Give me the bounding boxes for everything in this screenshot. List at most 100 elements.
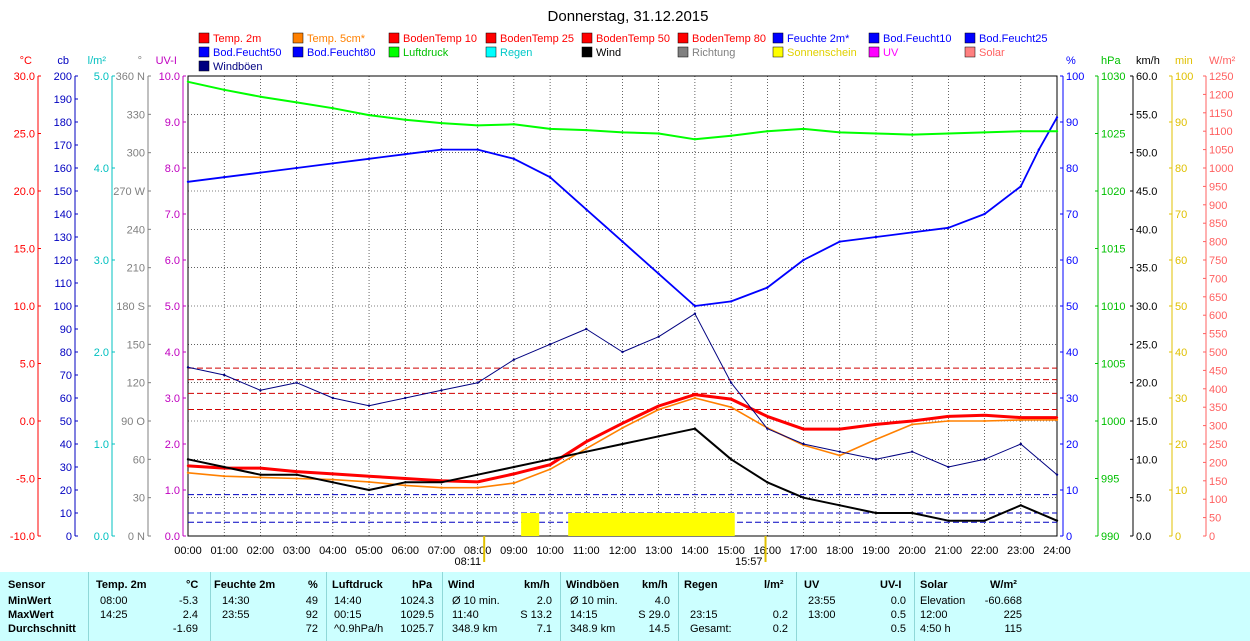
left-axis-label: 300 — [127, 148, 145, 160]
x-tick-label: 02:00 — [247, 545, 275, 557]
stats-header-wind-unit: km/h — [524, 579, 550, 591]
series-point — [729, 134, 733, 137]
left-axis-label: 150 — [127, 339, 145, 351]
legend-label: Feuchte 2m* — [787, 33, 850, 45]
series-point — [186, 471, 190, 474]
series-point — [657, 272, 660, 275]
left-axis-label: 0 — [66, 531, 72, 543]
right-axis-label: 10 — [1066, 485, 1078, 497]
stats-cell-hum-val: 72 — [305, 623, 318, 635]
series-point — [367, 475, 371, 478]
left-axis-label: 50 — [60, 416, 72, 428]
series-point — [947, 415, 950, 418]
series-point — [657, 408, 660, 411]
left-axis-label: 1.0 — [165, 485, 180, 497]
left-axis-label: 1.0 — [94, 439, 109, 451]
stats-cell-solar-time: 12:00 — [920, 609, 948, 621]
right-axis-label: 1005 — [1101, 359, 1125, 371]
stats-cell-solar-time: Elevation — [920, 595, 966, 607]
legend-label: BodenTemp 50 — [596, 33, 670, 45]
stats-divider — [210, 572, 211, 641]
series-point — [1055, 519, 1059, 522]
right-axis-label: 70 — [1175, 209, 1187, 221]
left-axis-label: 60 — [60, 393, 72, 405]
series-point — [838, 131, 841, 134]
left-axis-label: 9.0 — [165, 117, 180, 129]
series-point — [657, 335, 660, 338]
left-axis-label: 30 — [133, 493, 145, 505]
left-axis-label: 4.0 — [94, 163, 109, 175]
series-point — [440, 121, 443, 125]
stats-header-solar: Solar — [920, 579, 948, 591]
series-point — [983, 458, 986, 461]
series-point — [838, 240, 841, 243]
series-point — [910, 133, 914, 136]
x-tick-label: 05:00 — [355, 545, 383, 557]
series-point — [766, 427, 769, 430]
stats-cell-label: MinWert — [8, 595, 52, 607]
stats-header-uv: UV — [804, 579, 820, 591]
right-axis-unit: km/h — [1136, 55, 1160, 67]
x-tick-label: 23:00 — [1007, 545, 1035, 557]
right-axis-label: 25.0 — [1136, 339, 1157, 351]
legend-label: BodenTemp 10 — [403, 33, 477, 45]
right-axis-label: 1015 — [1101, 244, 1125, 256]
stats-cell-hum-time: 14:30 — [222, 595, 250, 607]
series-point — [983, 131, 986, 134]
x-tick-label: 12:00 — [609, 545, 637, 557]
series-point — [802, 442, 805, 446]
legend-swatch — [868, 46, 880, 58]
x-tick-label: 17:00 — [790, 545, 818, 557]
legend-label: BodenTemp 80 — [692, 33, 766, 45]
legend-swatch — [964, 32, 976, 44]
series-point — [983, 419, 986, 423]
left-axis-label: 360 N — [116, 71, 145, 83]
legend-swatch — [198, 32, 210, 44]
stats-cell-solar-val: -60.668 — [984, 595, 1022, 607]
right-axis-label: 80 — [1066, 163, 1078, 175]
right-axis-label: 100 — [1209, 494, 1227, 506]
left-axis-label: 3.0 — [94, 255, 109, 267]
stats-header-gust-unit: km/h — [642, 579, 668, 591]
left-axis-label: 140 — [54, 209, 72, 221]
left-axis-label: 150 — [54, 186, 72, 198]
stats-cell-temp-val: -5.3 — [179, 595, 198, 607]
right-axis-label: 80 — [1175, 163, 1187, 175]
left-axis-label: 10.0 — [14, 301, 35, 313]
x-marker-label: 08:11 — [454, 556, 481, 568]
series-point — [295, 381, 298, 384]
series-point — [1019, 504, 1022, 507]
series-point — [729, 300, 733, 303]
right-axis-label: 10 — [1175, 485, 1187, 497]
series-point — [223, 88, 226, 92]
legend-label: UV — [883, 47, 899, 59]
series-point — [331, 107, 335, 110]
right-axis-label: 1030 — [1101, 71, 1125, 83]
series-point — [331, 162, 335, 165]
series-point — [223, 465, 226, 469]
left-axis-label: 3.0 — [165, 393, 180, 405]
legend-label: Richtung — [692, 47, 735, 59]
series-point — [766, 286, 769, 289]
series-point — [947, 519, 950, 522]
left-axis-label: 270 W — [113, 186, 145, 198]
stats-cell-wind-val: 2.0 — [536, 595, 552, 607]
chart-title: Donnerstag, 31.12.2015 — [548, 8, 709, 25]
series-point — [367, 113, 371, 117]
series-point — [693, 396, 697, 400]
series-line — [187, 116, 1058, 307]
series-point — [1019, 418, 1022, 422]
right-axis-label: 1000 — [1209, 163, 1233, 175]
series-point — [331, 396, 335, 400]
right-axis-label: 50.0 — [1136, 148, 1157, 160]
left-axis-unit: °C — [20, 55, 32, 67]
legend-swatch — [868, 32, 880, 44]
left-axis-label: 6.0 — [165, 255, 180, 267]
legend-label: Bod.Feucht10 — [883, 33, 952, 45]
chart-legend: Temp. 2m Temp. 5cm* BodenTemp 10 BodenTemp … — [198, 32, 1048, 73]
series-point — [295, 166, 298, 170]
stats-cell-hum-time: 23:55 — [222, 609, 250, 621]
x-tick-label: 09:00 — [500, 545, 528, 557]
right-axis-label: 850 — [1209, 218, 1227, 230]
stats-cell-gust-time: Ø 10 min. — [570, 595, 618, 607]
